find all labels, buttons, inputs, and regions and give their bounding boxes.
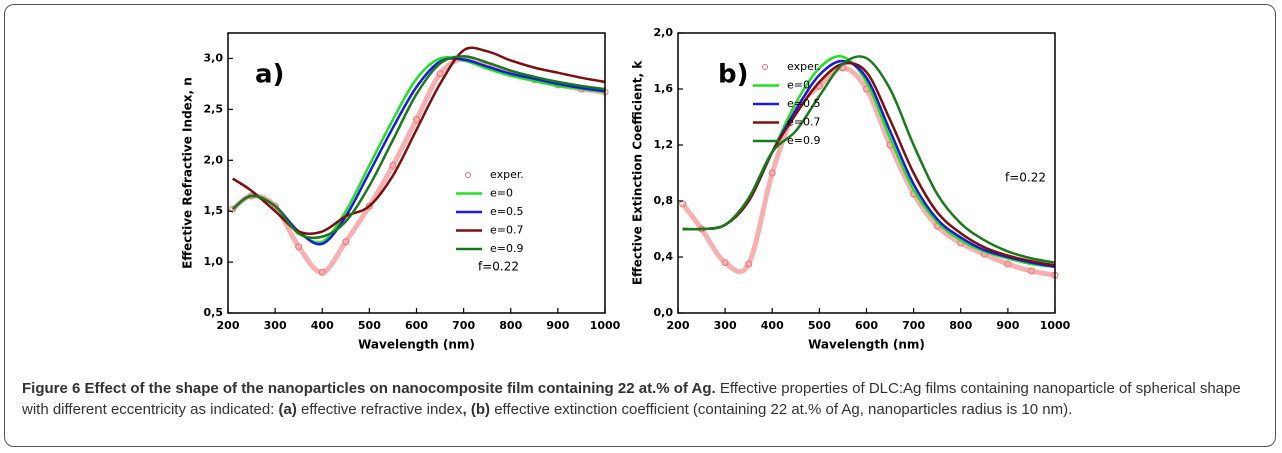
data-point (295, 243, 303, 251)
y-tick-label: 2,0 (204, 153, 224, 166)
data-point (1004, 260, 1012, 268)
plot-frame (227, 32, 606, 314)
y-tick-label: 1,2 (654, 138, 674, 151)
legend-marker (465, 172, 471, 178)
x-tick-label: 1000 (1040, 319, 1071, 332)
y-tick-label: 1,5 (204, 204, 224, 217)
caption-segment: effective refractive index (301, 401, 463, 418)
y-tick-label: 1,6 (654, 82, 674, 95)
series-line (680, 65, 1056, 278)
data-point (721, 259, 729, 267)
legend-label: e=0 (787, 79, 810, 92)
chart: 200 300 400 500 600 700 800 900 1000 0,0 0,4 0,8 1,2… (631, 26, 1071, 352)
x-tick-label: 1000 (590, 319, 621, 332)
x-tick-label: 300 (264, 319, 287, 332)
y-tick-label: 0,8 (654, 194, 674, 207)
data-point (1027, 267, 1035, 275)
data-point (768, 169, 776, 177)
y-axis-label: Effective Extinction Coefficient, k (631, 60, 645, 285)
series-line (682, 55, 1056, 264)
data-point (342, 238, 350, 246)
legend-label: e=0.7 (787, 116, 820, 129)
x-tick-label: 200 (667, 319, 690, 332)
x-tick-label: 800 (949, 319, 972, 332)
figure-frame (4, 4, 1276, 447)
caption-segment: Effective properties of DLC:Ag films con… (22, 380, 1241, 418)
x-tick-label: 700 (452, 319, 475, 332)
series-line (231, 57, 606, 246)
y-tick-label: 2,0 (654, 26, 674, 39)
data-point (271, 202, 279, 210)
legend-label: e=0 (490, 187, 513, 200)
x-tick-label: 500 (808, 319, 831, 332)
x-tick-label: 700 (902, 319, 925, 332)
x-tick-label: 900 (996, 319, 1019, 332)
annotation: f=0.22 (1005, 171, 1046, 185)
data-point (229, 205, 237, 213)
legend-label: e=0.5 (787, 97, 820, 110)
x-tick-label: 500 (358, 319, 381, 332)
y-tick-label: 1,0 (204, 255, 224, 268)
legend-marker (762, 64, 768, 70)
caption-segment: , (462, 401, 467, 418)
x-axis-label: Wavelength (nm) (358, 338, 475, 352)
charts: 200 300 400 500 600 700 800 900 1000 0,5 1,0 1,5 2,0… (181, 26, 1071, 352)
annotation: f=0.22 (478, 260, 519, 274)
data-point (389, 161, 397, 169)
x-tick-label: 400 (311, 319, 334, 332)
y-tick-label: 3,0 (204, 51, 224, 64)
x-tick-label: 600 (405, 319, 428, 332)
y-axis-label: Effective Refractive Index, n (181, 77, 195, 269)
x-tick-label: 300 (714, 319, 737, 332)
x-tick-label: 400 (761, 319, 784, 332)
caption-body: Effective properties of DLC:Ag films con… (22, 380, 1241, 418)
series-line (682, 61, 1056, 267)
annotation: a) (255, 60, 284, 90)
caption-segment: effective extinction coefficient (contai… (494, 401, 1073, 418)
y-tick-label: 0,0 (654, 306, 674, 319)
x-tick-label: 800 (499, 319, 522, 332)
x-axis-label: Wavelength (nm) (808, 338, 925, 352)
legend-label: e=0.5 (490, 205, 523, 218)
series-line (231, 55, 606, 240)
data-point (436, 70, 444, 78)
data-point (318, 268, 326, 276)
data-point (745, 260, 753, 268)
legend-label: exper. (787, 60, 821, 73)
chart: 200 300 400 500 600 700 800 900 1000 0,5 1,0 1,5 2,0… (181, 32, 621, 352)
x-tick-label: 600 (855, 319, 878, 332)
data-point (365, 202, 373, 210)
x-tick-label: 900 (546, 319, 569, 332)
y-tick-label: 2,5 (204, 102, 224, 115)
legend-label: e=0.9 (490, 242, 523, 255)
legend-label: exper. (490, 168, 524, 181)
legend-label: e=0.9 (787, 134, 820, 147)
annotation: b) (718, 60, 749, 90)
legend-label: e=0.7 (490, 224, 523, 237)
caption-segment: (b) (470, 401, 491, 418)
x-tick-label: 200 (217, 319, 240, 332)
caption-segment: (a) (278, 401, 297, 418)
y-tick-label: 0,5 (204, 306, 224, 319)
data-point (413, 116, 420, 124)
caption: Figure 6 Effect of the shape of the nano… (22, 378, 1252, 420)
caption-title: Figure 6 Effect of the shape of the nano… (22, 380, 716, 397)
y-tick-label: 0,4 (654, 250, 674, 263)
